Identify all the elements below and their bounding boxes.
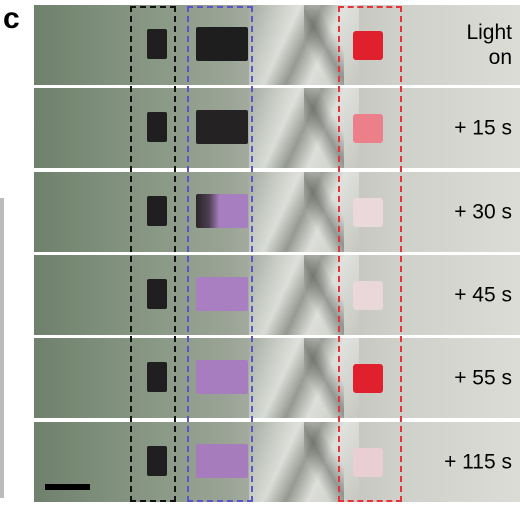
black-sample xyxy=(147,195,167,226)
photochromic-sample xyxy=(196,193,248,228)
time-lapse-frames: Light on + 15 s + 30 s + 45 s + 55 s + 115 s xyxy=(34,5,520,502)
black-sample xyxy=(147,112,167,143)
video-frame: + 115 s xyxy=(34,421,520,502)
scale-bar xyxy=(45,484,90,490)
background-sheen xyxy=(249,171,359,252)
blue-dashed-box xyxy=(187,6,253,502)
black-sample xyxy=(147,278,167,309)
background-ridge xyxy=(304,88,344,169)
background-sheen xyxy=(249,254,359,335)
red-sample xyxy=(353,280,383,310)
red-sample xyxy=(353,197,383,227)
red-dashed-box xyxy=(338,6,402,502)
background-ridge xyxy=(304,171,344,252)
time-label: + 15 s xyxy=(454,116,512,140)
background-sheen xyxy=(249,338,359,419)
time-label: + 45 s xyxy=(454,283,512,307)
background-sheen xyxy=(249,5,359,85)
video-frame: + 45 s xyxy=(34,254,520,335)
red-sample xyxy=(353,364,383,394)
video-frame: + 55 s xyxy=(34,338,520,419)
red-sample xyxy=(353,114,383,144)
photochromic-sample xyxy=(196,276,248,311)
background-ridge xyxy=(304,338,344,419)
red-sample xyxy=(353,447,383,477)
background-ridge xyxy=(304,421,344,502)
photochromic-sample xyxy=(196,27,248,61)
video-frame: Light on xyxy=(34,5,520,85)
photochromic-sample xyxy=(196,110,248,145)
red-sample xyxy=(353,31,383,60)
time-label: Light on xyxy=(466,21,512,69)
photochromic-sample xyxy=(196,360,248,395)
background-ridge xyxy=(304,254,344,335)
photochromic-sample xyxy=(196,443,248,478)
black-dashed-box xyxy=(130,6,176,502)
background-sheen xyxy=(249,88,359,169)
video-frame: + 15 s xyxy=(34,88,520,169)
adjacent-panel-edge xyxy=(0,198,4,498)
video-frame: + 30 s xyxy=(34,171,520,252)
black-sample xyxy=(147,445,167,476)
time-label: + 115 s xyxy=(444,450,512,473)
background-ridge xyxy=(304,5,344,85)
black-sample xyxy=(147,29,167,59)
panel-label: c xyxy=(3,2,20,35)
time-label: + 55 s xyxy=(454,366,512,390)
time-label: + 30 s xyxy=(454,200,512,224)
black-sample xyxy=(147,362,167,393)
background-sheen xyxy=(249,421,359,502)
